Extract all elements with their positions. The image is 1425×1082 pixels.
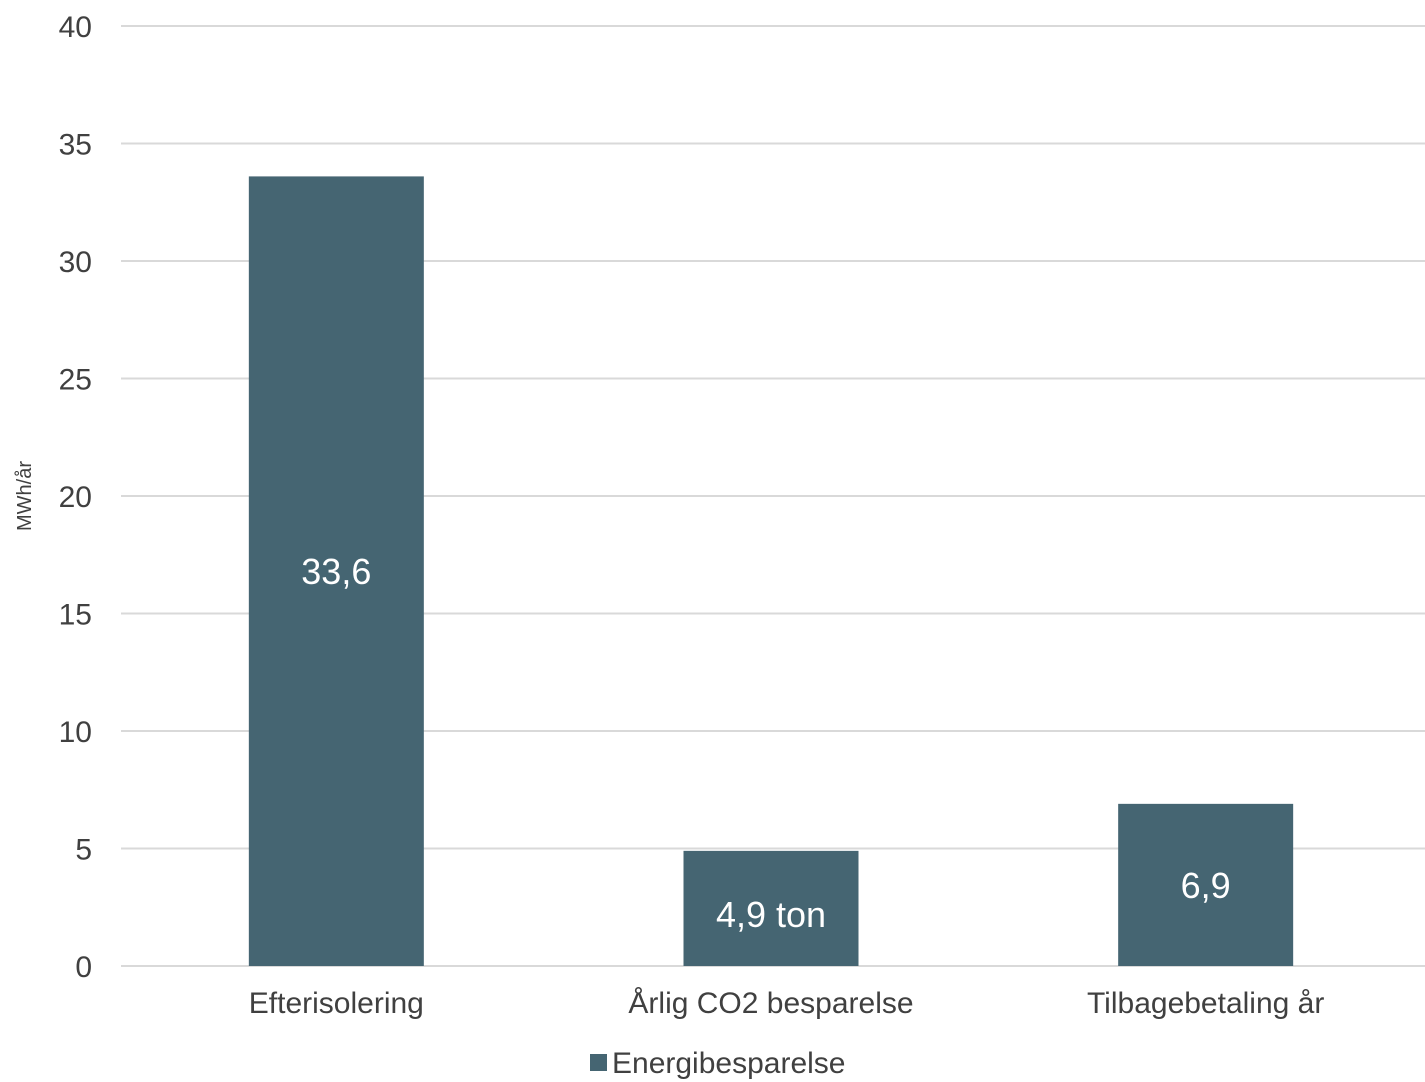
bar	[248, 176, 424, 966]
y-axis-ticks: 0 5 10 15 20 25 30 35 40	[59, 11, 92, 984]
y-tick-label: 15	[59, 599, 92, 632]
legend-label: Energibesparelse	[612, 1047, 845, 1080]
y-tick-label: 5	[75, 834, 92, 867]
y-tick-label: 35	[59, 129, 92, 162]
data-label: 6,9	[1181, 865, 1231, 906]
y-tick-label: 40	[59, 11, 92, 44]
y-tick-label: 0	[75, 951, 92, 984]
bar	[1118, 803, 1294, 966]
legend: Energibesparelse	[590, 1047, 845, 1080]
category-label: Årlig CO2 besparelse	[628, 987, 913, 1020]
data-label: 4,9 ton	[716, 894, 826, 935]
y-tick-label: 30	[59, 246, 92, 279]
y-tick-label: 10	[59, 716, 92, 749]
bars	[248, 176, 1294, 966]
y-tick-label: 25	[59, 364, 92, 397]
legend-swatch	[590, 1054, 607, 1071]
y-axis-title: MWh/år	[14, 461, 36, 531]
x-axis-categories: Efterisolering Årlig CO2 besparelse Tilbag…	[249, 987, 1325, 1020]
y-tick-label: 20	[59, 481, 92, 514]
data-label: 33,6	[301, 551, 371, 592]
bar	[683, 850, 859, 966]
category-label: Tilbagebetaling år	[1087, 987, 1324, 1020]
category-label: Efterisolering	[249, 987, 424, 1020]
data-labels: 33,6 4,9 ton 6,9	[301, 551, 1230, 935]
